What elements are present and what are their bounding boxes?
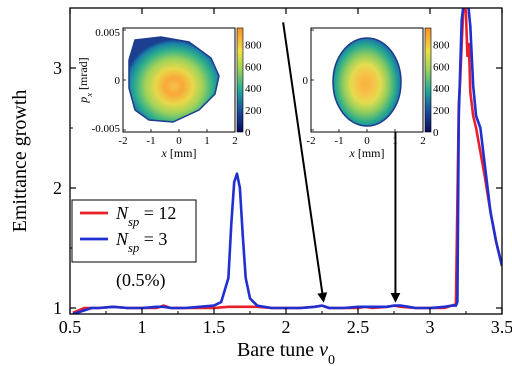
inset-x-tick-label: -2 bbox=[306, 135, 315, 147]
y-axis-title: Emittance growth bbox=[9, 90, 31, 233]
y-tick-label: 2 bbox=[53, 178, 62, 198]
x-tick-label: 2 bbox=[282, 317, 291, 337]
inset-y-tick-label: 0.005 bbox=[95, 27, 120, 39]
inset-y-title: px [mrad] bbox=[76, 57, 94, 103]
colorbar-tick-label: 200 bbox=[433, 105, 450, 117]
inset-x-tick-label: -1 bbox=[146, 135, 155, 147]
colorbar bbox=[424, 27, 432, 133]
inset-x-tick-label: 2 bbox=[232, 135, 238, 147]
x-tick-label: 1 bbox=[138, 317, 147, 337]
inset-0: 800 600 400 200 0 -2 -1 0 1 2 x [mm] 0.005 0 -0.005 px… bbox=[76, 27, 262, 160]
colorbar-tick-label: 400 bbox=[433, 83, 450, 95]
inset-y-tick-label: -0.005 bbox=[92, 123, 121, 135]
legend-note: (0.5%) bbox=[116, 270, 165, 291]
colorbar-tick-label: 600 bbox=[245, 61, 262, 73]
x-tick-label: 3 bbox=[426, 317, 435, 337]
x-tick-label: 3.5 bbox=[491, 317, 512, 337]
x-tick-label: 0.5 bbox=[59, 317, 82, 337]
y-tick-label: 1 bbox=[53, 298, 62, 318]
annotation-arrow-0 bbox=[282, 22, 328, 303]
colorbar-tick-label: 400 bbox=[245, 83, 262, 95]
colorbar-tick-label: 0 bbox=[245, 127, 251, 139]
series-line-1 bbox=[72, 8, 502, 314]
inset-y-tick-label: 0 bbox=[303, 75, 309, 87]
y-tick-label: 3 bbox=[53, 58, 62, 78]
legend-label-1: Nsp = 3 bbox=[115, 229, 167, 255]
inset-x-tick-label: 2 bbox=[420, 135, 426, 147]
inset-x-tick-label: 1 bbox=[392, 135, 398, 147]
phase-space-distribution bbox=[128, 36, 220, 123]
inset-x-tick-label: 1 bbox=[204, 135, 210, 147]
colorbar-tick-label: 800 bbox=[433, 39, 450, 51]
colorbar-tick-label: 200 bbox=[245, 105, 262, 117]
inset-x-title: x [mm] bbox=[349, 146, 385, 160]
legend-box bbox=[71, 199, 197, 263]
inset-x-tick-label: 0 bbox=[176, 135, 182, 147]
inset-y-tick-label: 0 bbox=[115, 75, 121, 87]
colorbar-tick-label: 800 bbox=[245, 39, 262, 51]
inset-x-tick-label: -1 bbox=[334, 135, 343, 147]
x-tick-label: 2.5 bbox=[347, 317, 370, 337]
phase-space-distribution bbox=[332, 37, 402, 127]
colorbar-tick-label: 600 bbox=[433, 61, 450, 73]
colorbar bbox=[236, 27, 244, 133]
colorbar-tick-label: 0 bbox=[433, 127, 439, 139]
inset-x-tick-label: 0 bbox=[364, 135, 370, 147]
x-axis-title: Bare tune ν0 bbox=[237, 339, 335, 366]
series-group bbox=[72, 8, 502, 314]
inset-x-title: x [mm] bbox=[161, 146, 197, 160]
inset-x-tick-label: -2 bbox=[118, 135, 127, 147]
legend-label-0: Nsp = 12 bbox=[115, 203, 176, 229]
x-tick-label: 1.5 bbox=[203, 317, 226, 337]
